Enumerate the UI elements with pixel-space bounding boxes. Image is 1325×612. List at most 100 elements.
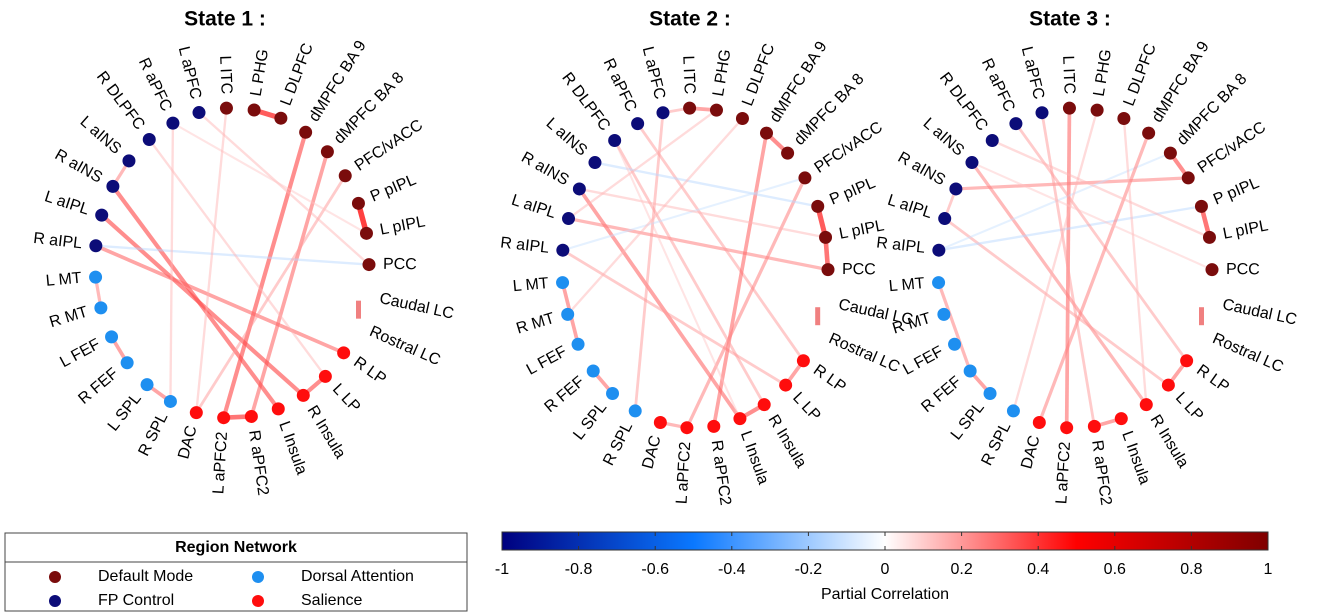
node	[571, 337, 585, 351]
node-label: P pIPL	[1211, 174, 1262, 208]
node-label: R FEF	[541, 373, 587, 416]
node	[709, 103, 723, 117]
node-label: L aPFC	[175, 45, 204, 101]
node	[89, 239, 103, 253]
edge	[991, 139, 1210, 239]
node	[296, 388, 310, 402]
edge	[613, 139, 766, 406]
node-label: L aINS	[77, 113, 125, 158]
legend-title: Region Network	[175, 539, 297, 556]
edge	[711, 132, 769, 427]
node	[244, 409, 258, 423]
node	[606, 387, 620, 401]
node-label: L ITC	[679, 55, 698, 94]
edge	[1040, 112, 1096, 427]
edge	[1014, 122, 1188, 362]
node-label: L aIPL	[42, 188, 91, 218]
node	[932, 243, 946, 257]
edge	[579, 187, 826, 239]
legend-marker	[49, 571, 61, 583]
edge	[95, 244, 370, 266]
node-label: L aIPL	[509, 192, 558, 222]
node	[811, 199, 825, 213]
node	[779, 378, 793, 392]
node	[949, 182, 963, 196]
node	[1181, 171, 1195, 185]
node-label: R aIPL	[499, 234, 550, 256]
node	[351, 196, 365, 210]
edge	[148, 138, 327, 378]
node-label: L PHG	[1091, 48, 1115, 98]
node	[1062, 101, 1076, 115]
node	[1194, 199, 1208, 213]
edge	[198, 111, 370, 266]
node-label: L aINS	[920, 115, 968, 160]
node	[95, 208, 109, 222]
colorbar-tick-label: -0.4	[718, 561, 746, 578]
node-label: R MT	[514, 310, 557, 338]
node-label: L Insula	[737, 429, 772, 487]
node	[217, 411, 231, 425]
node-label: L aPFC2	[1053, 441, 1074, 505]
node	[985, 133, 999, 147]
edge	[566, 117, 744, 316]
node	[821, 263, 835, 277]
node-label: R aPFC	[600, 56, 640, 115]
node	[1006, 404, 1020, 418]
node	[562, 212, 576, 226]
node	[359, 226, 373, 240]
node	[192, 106, 206, 120]
node-label: PCC	[842, 261, 876, 278]
node	[1035, 106, 1049, 120]
node-label: L DLPFC	[1121, 41, 1160, 108]
node-label: L Insula	[275, 419, 310, 477]
node-label: R SPL	[978, 419, 1014, 468]
node	[106, 179, 120, 193]
node-label: R aPFC2	[1088, 439, 1114, 507]
node-label: R Insula	[304, 403, 349, 462]
node	[963, 364, 977, 378]
node	[189, 406, 203, 420]
node	[120, 356, 134, 370]
node-label: L SPL	[570, 399, 610, 443]
node-label: L LP	[789, 389, 823, 424]
node-label: R LP	[1193, 362, 1232, 396]
node-label: R aINS	[52, 146, 105, 186]
legend-box	[4, 532, 468, 612]
colorbar-tick-label: 0.8	[1180, 561, 1202, 578]
legend-label: Default Mode	[98, 568, 193, 585]
node-label: L SPL	[105, 390, 145, 434]
node	[89, 270, 103, 284]
edge	[970, 161, 1148, 406]
node-label: L MT	[512, 275, 549, 295]
node	[561, 307, 575, 321]
legend-marker	[49, 595, 61, 607]
colorbar-tick-label: -0.8	[565, 561, 593, 578]
node-label: DAC	[175, 424, 200, 461]
node-label: R aPFC2	[708, 439, 734, 507]
edge	[938, 205, 1202, 252]
edge	[636, 122, 805, 362]
edge	[221, 131, 308, 419]
node	[683, 101, 697, 115]
node-label: L aPFC2	[674, 441, 695, 505]
node	[733, 412, 747, 426]
node-label: R LP	[350, 354, 389, 388]
node	[819, 230, 833, 244]
node-label: DAC	[639, 434, 664, 471]
node	[759, 126, 773, 140]
node-label: L DLPFC	[739, 41, 778, 108]
node	[362, 258, 376, 272]
node-label: R Insula	[764, 412, 809, 471]
node	[337, 346, 351, 360]
node	[796, 354, 810, 368]
node	[94, 301, 108, 315]
legend-marker	[252, 571, 264, 583]
edge	[685, 177, 807, 429]
node	[1139, 398, 1153, 412]
node-label: L LP	[1172, 389, 1206, 424]
node-label: Caudal LC	[1221, 296, 1298, 329]
node-label: R FEF	[918, 373, 964, 416]
node-label: DAC	[1018, 434, 1043, 471]
node-label: R aPFC	[135, 55, 175, 114]
